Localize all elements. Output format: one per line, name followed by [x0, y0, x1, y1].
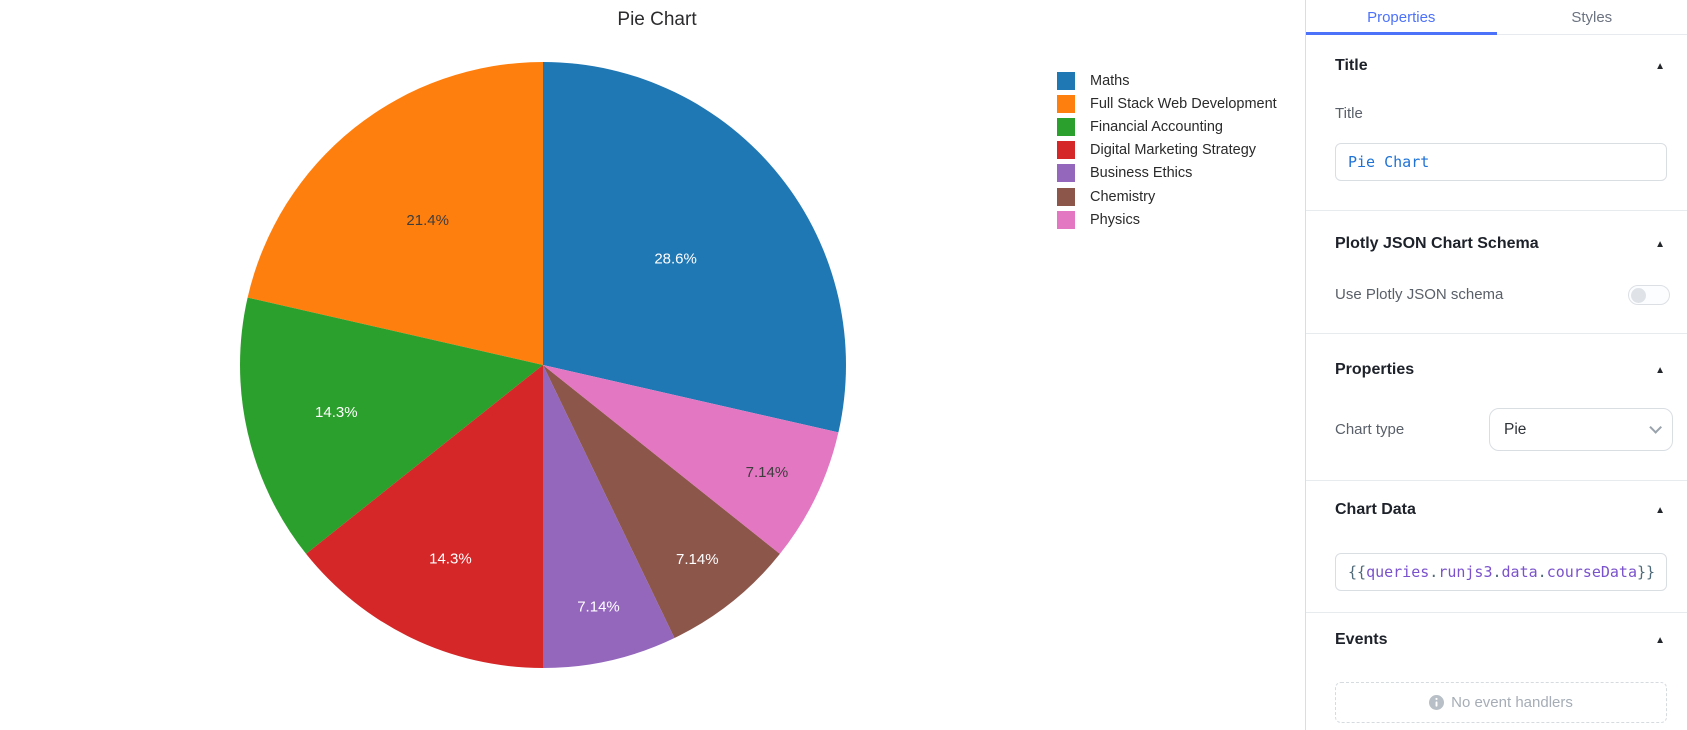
plotly-schema-toggle[interactable]	[1628, 285, 1670, 305]
active-tab-underline	[1306, 32, 1497, 35]
collapse-caret-icon[interactable]: ▲	[1655, 365, 1665, 376]
tab-properties[interactable]: Properties	[1306, 0, 1497, 35]
no-event-handlers-text: No event handlers	[1451, 694, 1573, 711]
tab-styles[interactable]: Styles	[1571, 9, 1613, 26]
section-divider	[1306, 210, 1687, 211]
code-token: }}	[1637, 563, 1656, 581]
legend-label: Chemistry	[1090, 188, 1156, 205]
code-token: runjs3	[1438, 563, 1493, 581]
code-token: {{	[1348, 563, 1367, 581]
legend-item[interactable]: Physics	[1057, 208, 1277, 231]
pie-percent-label: 7.14%	[746, 464, 789, 481]
section-header-plotly-schema: Plotly JSON Chart Schema	[1335, 235, 1539, 252]
legend-swatch	[1057, 164, 1075, 183]
pie-slice-business-ethics[interactable]	[543, 365, 675, 668]
legend-swatch	[1057, 117, 1075, 136]
collapse-caret-icon[interactable]: ▲	[1655, 239, 1665, 250]
title-input[interactable]: Pie Chart	[1335, 143, 1667, 181]
legend-item[interactable]: Maths	[1057, 69, 1277, 92]
no-event-handlers-placeholder: No event handlers	[1335, 682, 1667, 723]
code-token: queries	[1366, 563, 1430, 581]
legend-swatch	[1057, 94, 1075, 113]
inspector-tabbar: Properties Styles	[1306, 0, 1687, 35]
legend-swatch	[1057, 210, 1075, 229]
pie-slice-chemistry[interactable]	[543, 365, 780, 638]
section-header-title: Title	[1335, 57, 1368, 74]
title-input-value: Pie Chart	[1348, 153, 1430, 171]
legend-item[interactable]: Chemistry	[1057, 185, 1277, 208]
legend-label: Physics	[1090, 211, 1140, 228]
section-divider	[1306, 480, 1687, 481]
legend-label: Digital Marketing Strategy	[1090, 142, 1257, 159]
title-field-label: Title	[1335, 105, 1363, 122]
legend-label: Business Ethics	[1090, 165, 1193, 182]
legend-item[interactable]: Financial Accounting	[1057, 115, 1277, 138]
legend-label: Financial Accounting	[1090, 118, 1223, 135]
chevron-down-icon	[1649, 421, 1662, 434]
code-token: .	[1537, 563, 1547, 581]
section-divider	[1306, 612, 1687, 613]
collapse-caret-icon[interactable]: ▲	[1655, 61, 1665, 72]
legend-swatch	[1057, 141, 1075, 160]
code-token: .	[1492, 563, 1502, 581]
section-header-chart-data: Chart Data	[1335, 501, 1416, 518]
info-icon	[1429, 695, 1445, 710]
code-token: courseData	[1546, 563, 1637, 581]
collapse-caret-icon[interactable]: ▲	[1655, 505, 1665, 516]
legend-label: Maths	[1090, 72, 1130, 89]
toggle-knob	[1631, 287, 1646, 303]
legend-swatch	[1057, 71, 1075, 90]
pie-percent-label: 7.14%	[676, 551, 719, 568]
pie-slice-full-stack-web-development[interactable]	[247, 62, 543, 365]
pie-slice-physics[interactable]	[543, 365, 839, 554]
section-header-properties: Properties	[1335, 361, 1415, 378]
pie-percent-label: 28.6%	[654, 251, 697, 268]
chart-type-dropdown[interactable]: Pie	[1489, 408, 1673, 451]
legend-swatch	[1057, 187, 1075, 206]
pie-percent-label: 21.4%	[406, 212, 449, 229]
chart-type-value: Pie	[1504, 420, 1527, 438]
code-token: data	[1501, 563, 1538, 581]
chart-data-input[interactable]: {{queries. runjs3. data. courseData}}	[1335, 553, 1667, 591]
plotly-schema-toggle-label: Use Plotly JSON schema	[1335, 286, 1504, 303]
chart-type-label: Chart type	[1335, 421, 1405, 438]
legend-item[interactable]: Full Stack Web Development	[1057, 92, 1277, 115]
pie-slice-digital-marketing-strategy[interactable]	[306, 365, 543, 668]
pie-percent-label: 14.3%	[429, 551, 472, 568]
collapse-caret-icon[interactable]: ▲	[1655, 635, 1665, 646]
code-token: .	[1429, 563, 1439, 581]
legend-item[interactable]: Business Ethics	[1057, 162, 1277, 185]
inspector-panel: Properties Styles Title ▲ Title Pie Char…	[1305, 0, 1687, 730]
pie-slice-maths[interactable]	[543, 62, 846, 433]
chart-title: Pie Chart	[617, 9, 697, 30]
section-divider	[1306, 333, 1687, 334]
section-header-events: Events	[1335, 631, 1388, 648]
pie-percent-label: 7.14%	[577, 599, 620, 616]
chart-widget[interactable]: Pie Chart 28.6% 21.4% 14.3% 14.3% 7.14% 7.14%…	[0, 0, 1305, 730]
pie-slice-financial-accounting[interactable]	[240, 297, 544, 554]
legend-item[interactable]: Digital Marketing Strategy	[1057, 139, 1277, 162]
chart-legend: Maths Full Stack Web Development Financial…	[1057, 69, 1277, 231]
pie-percent-label: 14.3%	[315, 404, 358, 421]
pie-chart: 28.6% 21.4% 14.3% 14.3% 7.14% 7.14% 7.14%	[240, 62, 846, 668]
legend-label: Full Stack Web Development	[1090, 95, 1277, 112]
